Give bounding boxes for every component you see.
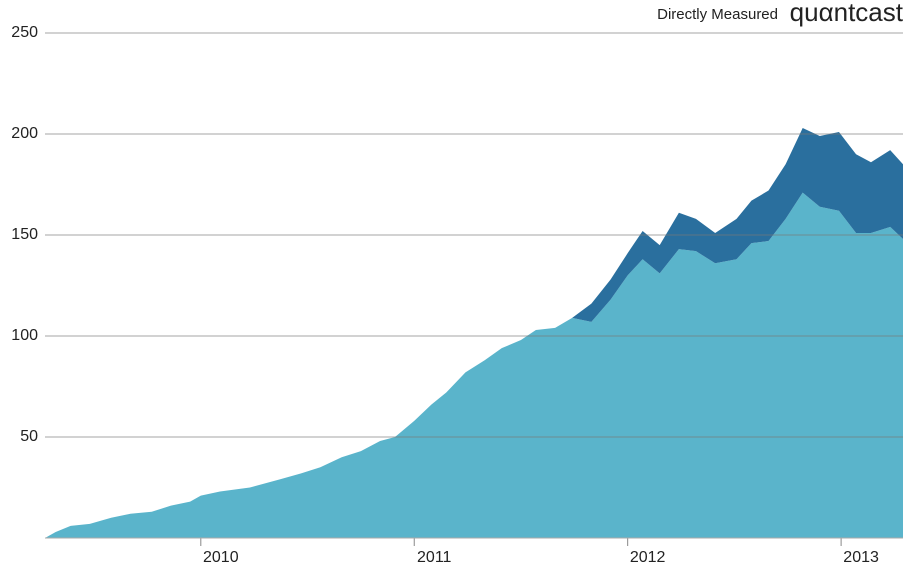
area [45,192,903,538]
x-tick-label: 2011 [417,549,452,566]
y-tick-label: 250 [11,24,38,41]
y-tick-label: 150 [11,226,38,243]
y-tick-label: 200 [11,125,38,142]
brand-logo: quαntcast [790,0,904,27]
y-tick-label: 50 [20,428,38,445]
x-tick-label: 2013 [843,549,879,566]
x-tick-label: 2010 [203,549,239,566]
x-tick-label: 2012 [630,549,666,566]
area [45,127,903,538]
source-label: Directly Measured [657,6,778,23]
y-tick-label: 100 [11,327,38,344]
